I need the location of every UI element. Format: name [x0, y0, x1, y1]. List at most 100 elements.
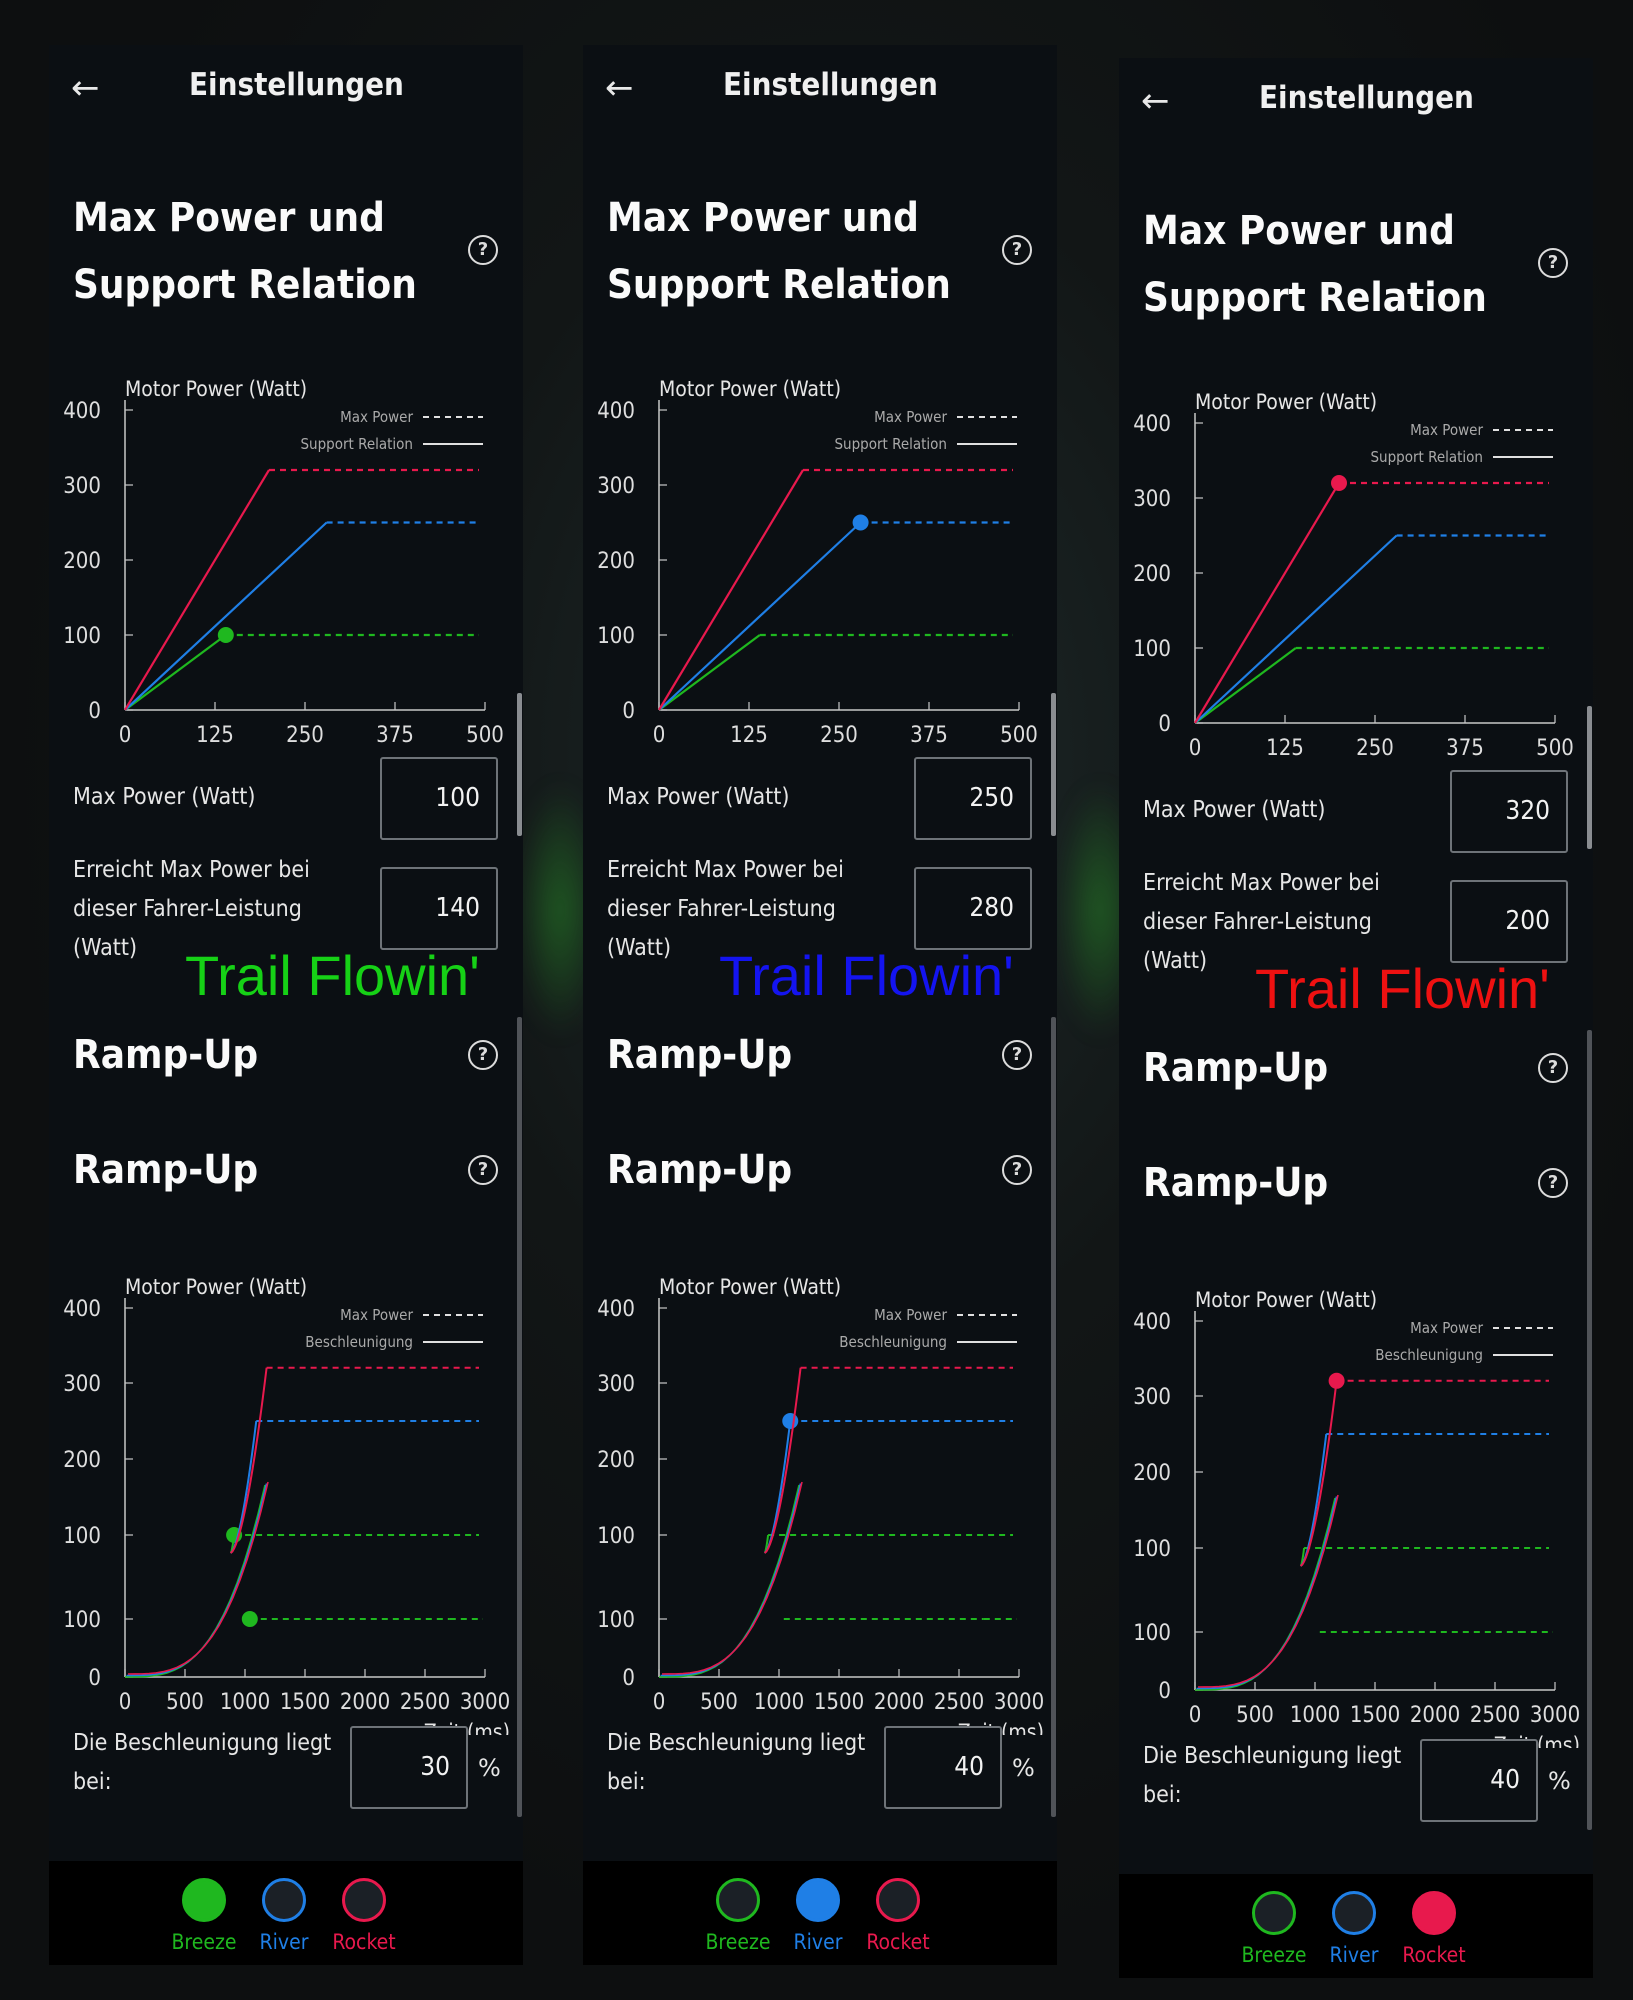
- y-tick-label: 0: [622, 699, 635, 724]
- x-tick-label: 1000: [754, 1690, 804, 1715]
- help-icon[interactable]: ?: [1002, 1155, 1032, 1185]
- acceleration-input[interactable]: 40: [1420, 1739, 1538, 1822]
- y-tick-label: 300: [63, 1372, 101, 1397]
- river-mode-icon[interactable]: [262, 1878, 306, 1922]
- percent-unit: %: [478, 1754, 501, 1782]
- mode-label-river: River: [1329, 1943, 1379, 1967]
- breeze-mode-icon[interactable]: [182, 1878, 226, 1922]
- x-tick-label: 500: [1236, 1703, 1274, 1728]
- scrollbar[interactable]: [1587, 1030, 1592, 1830]
- help-icon[interactable]: ?: [468, 235, 498, 265]
- back-arrow-icon[interactable]: ←: [605, 68, 634, 108]
- breeze-mode-icon[interactable]: [1252, 1891, 1296, 1935]
- scrollbar[interactable]: [1587, 706, 1592, 849]
- y-tick-label: 100: [597, 1608, 635, 1633]
- x-tick-label: 125: [196, 723, 234, 745]
- help-icon[interactable]: ?: [1538, 248, 1568, 278]
- header-title: Einstellungen: [1259, 80, 1474, 116]
- mode-breeze[interactable]: Breeze: [1234, 1891, 1314, 1967]
- rocket-mode-icon[interactable]: [876, 1878, 920, 1922]
- mode-breeze[interactable]: Breeze: [164, 1878, 244, 1954]
- river-mode-icon[interactable]: [796, 1878, 840, 1922]
- max-power-title-line2: Support Relation: [1143, 275, 1487, 321]
- help-icon[interactable]: ?: [1002, 235, 1032, 265]
- help-icon[interactable]: ?: [1002, 1040, 1032, 1070]
- scrollbar[interactable]: [1051, 693, 1056, 836]
- mode-rocket[interactable]: Rocket: [1394, 1891, 1474, 1967]
- legend-solid-label: Support Relation: [300, 435, 413, 453]
- active-point-low: [241, 1611, 258, 1627]
- rocket-mode-icon[interactable]: [342, 1878, 386, 1922]
- x-tick-label: 250: [820, 723, 858, 745]
- back-arrow-icon[interactable]: ←: [71, 68, 100, 108]
- mode-rocket[interactable]: Rocket: [324, 1878, 404, 1954]
- accel-curve-low: [127, 1481, 269, 1675]
- mode-breeze[interactable]: Breeze: [698, 1878, 778, 1954]
- breeze-mode-icon[interactable]: [716, 1878, 760, 1922]
- help-icon[interactable]: ?: [468, 1040, 498, 1070]
- mode-river[interactable]: River: [244, 1878, 324, 1954]
- max-power-input[interactable]: 100: [380, 757, 498, 840]
- help-icon[interactable]: ?: [468, 1155, 498, 1185]
- mode-selector-bar: Breeze River Rocket: [1119, 1874, 1593, 1978]
- mode-label-river: River: [793, 1930, 843, 1954]
- y-tick-label: 300: [597, 1372, 635, 1397]
- max-power-title: Max Power und Support Relation: [607, 185, 951, 319]
- legend-max-power-label: Max Power: [1410, 1319, 1483, 1337]
- x-tick-label: 2500: [934, 1690, 984, 1715]
- acceleration-input[interactable]: 40: [884, 1726, 1002, 1809]
- mode-selector-bar: Breeze River Rocket: [49, 1861, 523, 1965]
- trail-flowin-overlay: Trail Flowin': [719, 944, 1014, 1007]
- x-tick-label: 0: [1189, 736, 1202, 758]
- reach-max-power-input[interactable]: 280: [914, 867, 1032, 950]
- max-power-title-line1: Max Power und: [73, 195, 385, 241]
- mode-rocket[interactable]: Rocket: [858, 1878, 938, 1954]
- active-point-river: [782, 1413, 799, 1429]
- reach-max-power-input[interactable]: 200: [1450, 880, 1568, 963]
- support-line-river: [658, 521, 862, 711]
- reach-label-line1: Erreicht Max Power bei: [1143, 870, 1380, 896]
- reach-label-line3: (Watt): [1143, 948, 1208, 974]
- max-power-input[interactable]: 320: [1450, 770, 1568, 853]
- reach-label-line2: dieser Fahrer-Leistung: [1143, 909, 1372, 935]
- accel-curve-rocket: [763, 1367, 802, 1554]
- ramp-chart: 0 100 100 200 300 400 0 500 1000 1500 2000 2500 3000…: [597, 1275, 1044, 1735]
- max-power-input[interactable]: 250: [914, 757, 1032, 840]
- help-icon[interactable]: ?: [1538, 1053, 1568, 1083]
- x-tick-label: 500: [1000, 723, 1038, 745]
- mode-river[interactable]: River: [778, 1878, 858, 1954]
- legend-max-power-label: Max Power: [1410, 421, 1483, 439]
- trail-flowin-overlay: Trail Flowin': [1255, 957, 1550, 1020]
- x-tick-label: 250: [286, 723, 324, 745]
- y-axis-title: Motor Power (Watt): [125, 1275, 307, 1299]
- scrollbar[interactable]: [517, 1017, 522, 1817]
- ramp-up-title-2: Ramp-Up: [1143, 1160, 1329, 1206]
- power-chart: 0 100 200 300 400 0 125 250 375 500 Motor Power (W…: [1133, 390, 1574, 758]
- y-tick-label: 100: [597, 624, 635, 649]
- x-tick-label: 125: [1266, 736, 1304, 758]
- x-tick-label: 3000: [1530, 1703, 1580, 1728]
- x-tick-label: 1500: [1350, 1703, 1400, 1728]
- y-axis-title: Motor Power (Watt): [1195, 390, 1377, 414]
- reach-max-power-input[interactable]: 140: [380, 867, 498, 950]
- y-tick-label: 400: [63, 1297, 101, 1322]
- accel-curve-rocket: [1299, 1380, 1338, 1567]
- mode-river[interactable]: River: [1314, 1891, 1394, 1967]
- rocket-mode-icon[interactable]: [1412, 1891, 1456, 1935]
- help-icon[interactable]: ?: [1538, 1168, 1568, 1198]
- y-tick-label: 200: [597, 549, 635, 574]
- acceleration-label: Die Beschleunigung liegt bei:: [607, 1724, 865, 1802]
- x-tick-label: 2500: [400, 1690, 450, 1715]
- accel-label-line1: Die Beschleunigung liegt: [73, 1730, 332, 1756]
- ramp-chart: 0 100 100 200 300 400 0 500 1000 1500 2000 2500 3000…: [63, 1275, 510, 1735]
- back-arrow-icon[interactable]: ←: [1141, 81, 1170, 121]
- accel-curve-low: [661, 1481, 803, 1675]
- max-power-title-line1: Max Power und: [1143, 208, 1455, 254]
- scrollbar[interactable]: [1051, 1017, 1056, 1817]
- acceleration-input[interactable]: 30: [350, 1726, 468, 1809]
- scrollbar[interactable]: [517, 693, 522, 836]
- river-mode-icon[interactable]: [1332, 1891, 1376, 1935]
- x-tick-label: 1000: [1290, 1703, 1340, 1728]
- y-tick-label: 400: [63, 399, 101, 424]
- ramp-up-title-1: Ramp-Up: [607, 1032, 793, 1078]
